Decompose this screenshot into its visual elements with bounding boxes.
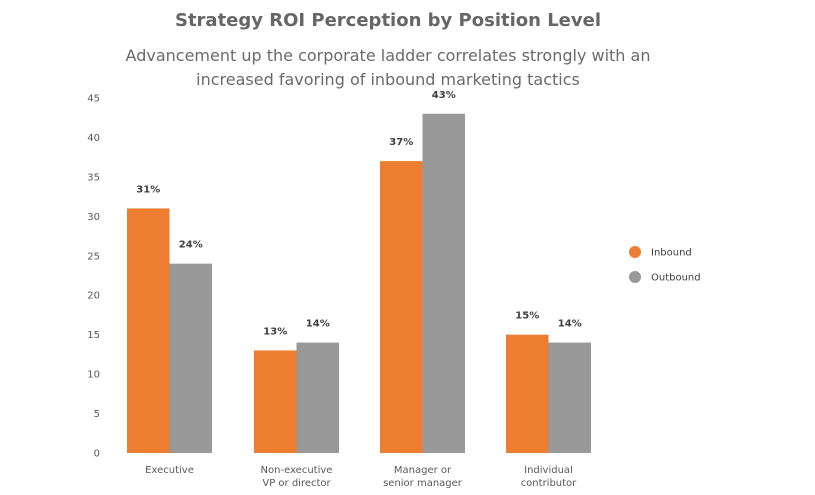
y-tick-label: 20 xyxy=(87,291,100,302)
y-tick-label: 35 xyxy=(87,172,100,183)
legend-label: Inbound xyxy=(651,248,692,259)
category-label: contributor xyxy=(521,478,577,489)
y-tick-label: 10 xyxy=(87,370,100,381)
y-axis: 0 5 10 15 20 25 30 35 40 45 xyxy=(87,94,100,460)
bar-inbound-1 xyxy=(254,350,297,453)
data-label: 14% xyxy=(558,319,582,330)
x-axis: Executive Non-executive VP or director Mana… xyxy=(145,465,577,489)
bar-inbound-3 xyxy=(506,334,549,453)
chart-title: Strategy ROI Perception by Position Leve… xyxy=(174,10,601,31)
y-tick-label: 25 xyxy=(87,251,100,262)
legend-label: Outbound xyxy=(651,273,701,284)
y-tick-label: 0 xyxy=(94,449,100,460)
data-label: 13% xyxy=(263,326,287,337)
bar-outbound-1 xyxy=(296,342,339,453)
bars-group xyxy=(127,113,591,454)
bar-inbound-2 xyxy=(380,161,423,453)
chart-subtitle: Advancement up the corporate ladder corr… xyxy=(125,46,651,89)
bar-outbound-0 xyxy=(169,263,212,453)
y-tick-label: 5 xyxy=(94,409,100,420)
y-tick-label: 15 xyxy=(87,330,100,341)
y-tick-label: 30 xyxy=(87,212,100,223)
category-label: VP or director xyxy=(262,478,331,489)
category-label: Manager or xyxy=(394,465,452,476)
legend: Inbound Outbound xyxy=(629,246,701,284)
bar-inbound-0 xyxy=(127,208,170,453)
category-label: Non-executive xyxy=(261,465,333,476)
data-label: 24% xyxy=(179,240,203,251)
bar-outbound-2 xyxy=(422,113,465,454)
category-label: senior manager xyxy=(383,478,463,489)
data-label: 43% xyxy=(432,90,456,101)
legend-marker-outbound xyxy=(629,271,641,283)
legend-marker-inbound xyxy=(629,246,641,258)
y-tick-label: 40 xyxy=(87,133,100,144)
data-label: 14% xyxy=(306,319,330,330)
data-label: 15% xyxy=(515,311,539,322)
data-label: 37% xyxy=(389,137,413,148)
y-tick-label: 45 xyxy=(87,94,100,105)
category-label: Individual xyxy=(524,465,573,476)
category-label: Executive xyxy=(145,465,194,476)
data-label: 31% xyxy=(136,184,160,195)
bar-outbound-3 xyxy=(548,342,591,453)
data-labels-group: 31% 13% 37% 15% 24% 14% 43% 14% xyxy=(136,90,581,338)
